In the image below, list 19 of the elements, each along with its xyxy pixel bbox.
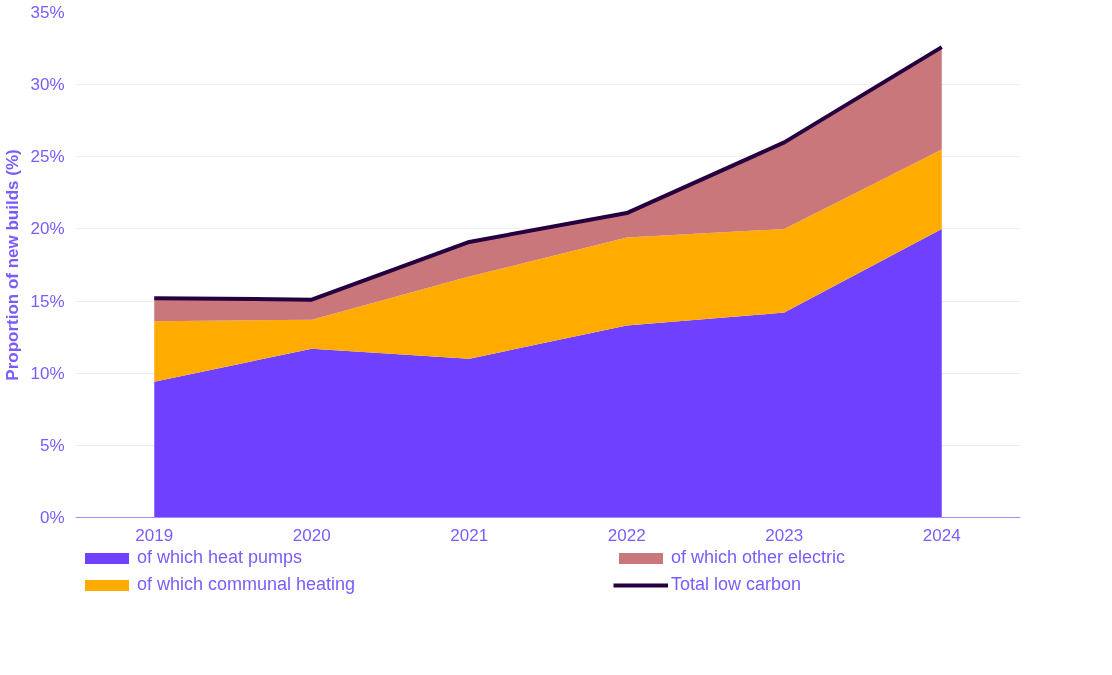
- legend-label: of which other electric: [671, 547, 847, 568]
- y-tick-label: 0%: [39, 508, 65, 527]
- y-tick-label: 20%: [30, 219, 65, 239]
- x-tick-label: 2024: [922, 525, 961, 545]
- y-tick-label: 25%: [30, 147, 65, 167]
- y-axis-title: Proportion of new builds (%): [3, 149, 23, 381]
- y-tick-label: 5%: [39, 435, 65, 455]
- y-tick-label: 15%: [30, 291, 65, 311]
- x-tick-label: 2020: [292, 525, 331, 545]
- legend-label: Total low carbon: [671, 574, 803, 595]
- legend-label: of which communal heating: [137, 574, 357, 595]
- legend-label: of which heat pumps: [137, 547, 304, 568]
- y-tick-label: 30%: [30, 75, 65, 95]
- y-tick-label: 10%: [30, 363, 65, 383]
- x-tick-label: 2023: [765, 525, 804, 545]
- x-tick-label: 2019: [135, 525, 174, 545]
- x-tick-label: 2022: [607, 525, 646, 545]
- y-tick-label: 35%: [30, 3, 65, 22]
- x-tick-label: 2021: [450, 525, 489, 545]
